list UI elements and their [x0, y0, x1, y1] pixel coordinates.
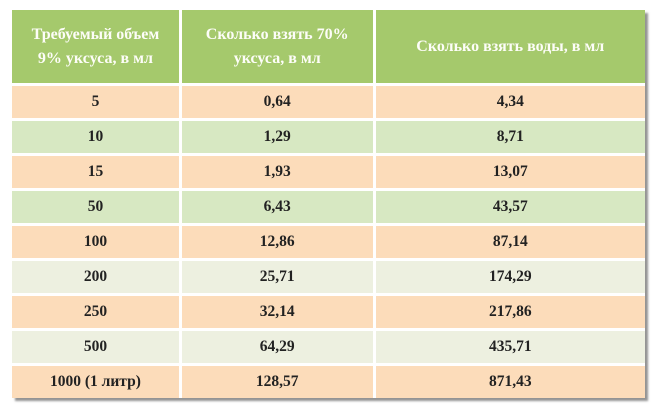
- column-header-70pct-vinegar-amount: Сколько взять 70% уксуса, в мл: [178, 10, 375, 85]
- table-row: 100 12,86 87,14: [12, 223, 645, 260]
- table-row: 15 1,93 13,07: [12, 153, 645, 190]
- cell-required-volume: 50: [12, 188, 181, 225]
- table-header: Требуемый объем 9% уксуса, в мл Сколько …: [12, 10, 645, 85]
- cell-required-volume: 250: [12, 293, 181, 330]
- cell-water: 217,86: [372, 293, 645, 330]
- table-row: 1000 (1 литр) 128,57 871,43: [12, 363, 645, 398]
- cell-required-volume: 500: [12, 328, 181, 365]
- cell-water: 435,71: [372, 328, 645, 365]
- cell-water: 8,71: [372, 118, 645, 155]
- cell-required-volume: 100: [12, 223, 181, 260]
- column-header-required-9pct-volume: Требуемый объем 9% уксуса, в мл: [12, 10, 181, 85]
- cell-vinegar-70: 12,86: [178, 223, 375, 260]
- cell-water: 43,57: [372, 188, 645, 225]
- cell-water: 87,14: [372, 223, 645, 260]
- cell-vinegar-70: 25,71: [178, 258, 375, 295]
- vinegar-dilution-table: Требуемый объем 9% уксуса, в мл Сколько …: [12, 10, 645, 398]
- table-row: 5 0,64 4,34: [12, 83, 645, 120]
- table-row: 200 25,71 174,29: [12, 258, 645, 295]
- cell-water: 871,43: [372, 363, 645, 398]
- table-row: 10 1,29 8,71: [12, 118, 645, 155]
- table-row: 50 6,43 43,57: [12, 188, 645, 225]
- vinegar-dilution-table-container: Требуемый объем 9% уксуса, в мл Сколько …: [12, 10, 645, 398]
- cell-vinegar-70: 32,14: [178, 293, 375, 330]
- cell-vinegar-70: 64,29: [178, 328, 375, 365]
- header-row: Требуемый объем 9% уксуса, в мл Сколько …: [12, 10, 645, 85]
- cell-vinegar-70: 128,57: [178, 363, 375, 398]
- table-row: 500 64,29 435,71: [12, 328, 645, 365]
- cell-required-volume: 5: [12, 83, 181, 120]
- cell-required-volume: 15: [12, 153, 181, 190]
- cell-required-volume: 10: [12, 118, 181, 155]
- cell-vinegar-70: 1,29: [178, 118, 375, 155]
- cell-water: 4,34: [372, 83, 645, 120]
- cell-water: 13,07: [372, 153, 645, 190]
- cell-vinegar-70: 6,43: [178, 188, 375, 225]
- column-header-water-amount: Сколько взять воды, в мл: [372, 10, 645, 85]
- table-row: 250 32,14 217,86: [12, 293, 645, 330]
- table-body: 5 0,64 4,34 10 1,29 8,71 15 1,93 13,07 5…: [12, 83, 645, 398]
- cell-vinegar-70: 1,93: [178, 153, 375, 190]
- cell-required-volume: 200: [12, 258, 181, 295]
- cell-vinegar-70: 0,64: [178, 83, 375, 120]
- cell-required-volume: 1000 (1 литр): [12, 363, 181, 398]
- cell-water: 174,29: [372, 258, 645, 295]
